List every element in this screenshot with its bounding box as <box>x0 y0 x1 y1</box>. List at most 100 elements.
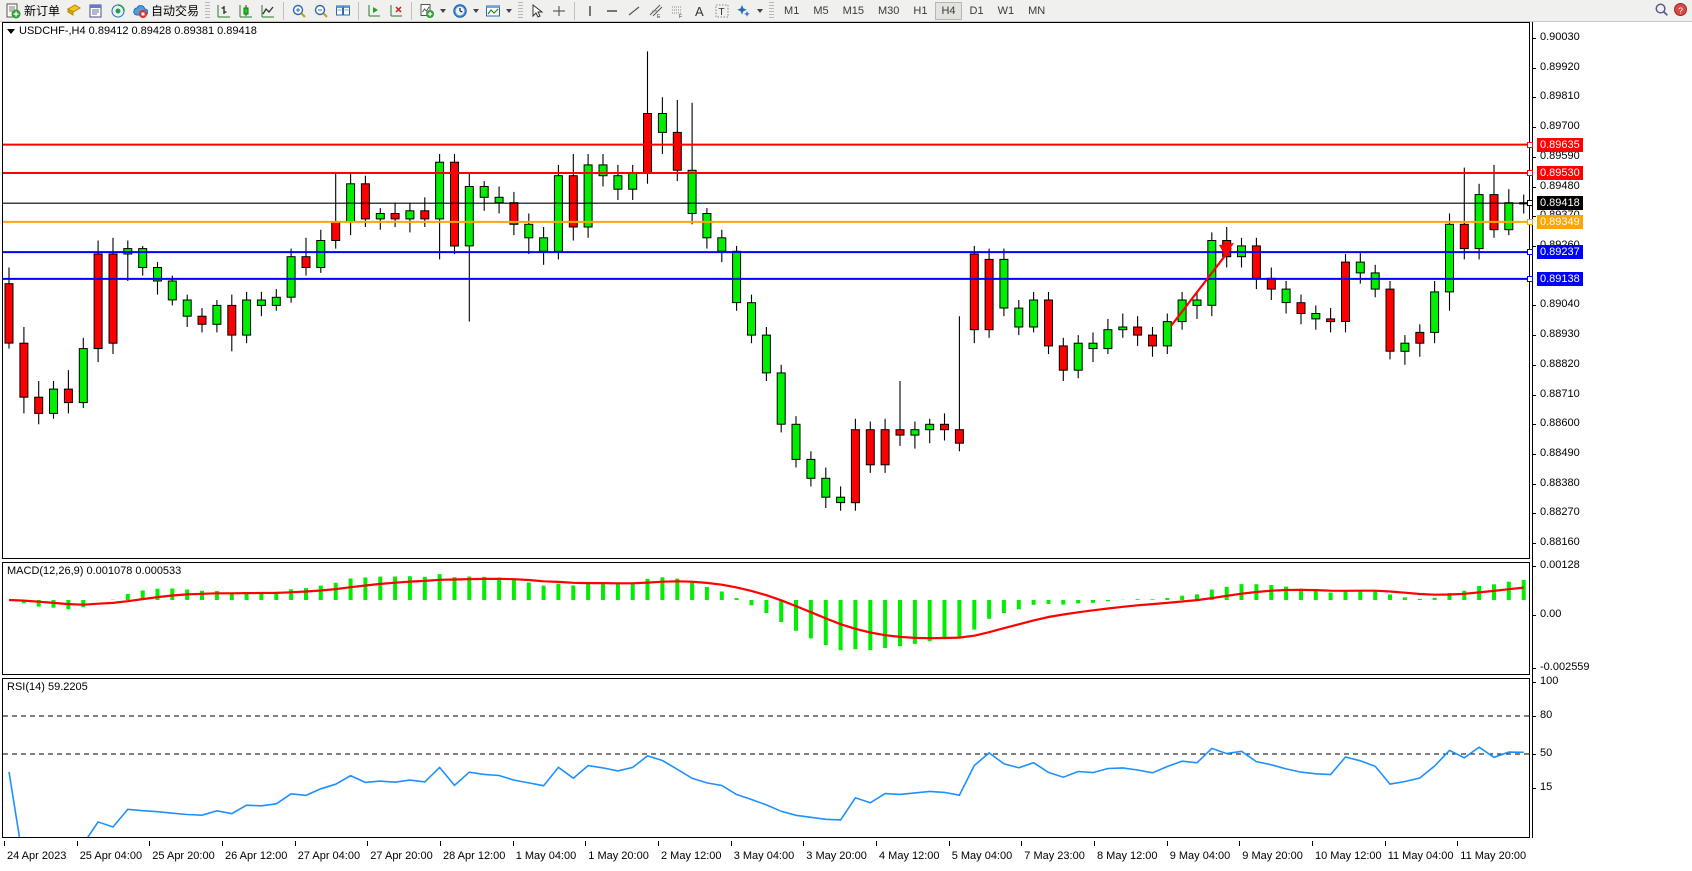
tile-windows-icon <box>336 5 351 15</box>
time-axis-tick <box>367 841 369 846</box>
time-axis-label: 28 Apr 12:00 <box>443 850 506 862</box>
time-axis-label: 24 Apr 2023 <box>7 850 67 862</box>
price-tag[interactable]: 0.89138 <box>1537 271 1583 286</box>
crosshair-tool-button[interactable] <box>548 1 570 21</box>
chevron-down-icon-3[interactable] <box>506 8 513 13</box>
macd-pane[interactable]: MACD(12,26,9) 0.001078 0.000533 <box>2 562 1530 675</box>
period-button[interactable] <box>449 1 482 21</box>
trend-arrow-annotation <box>1170 243 1234 327</box>
expert-advisors-button[interactable] <box>63 1 85 21</box>
new-order-label: 新订单 <box>24 4 61 18</box>
level-handle[interactable] <box>1527 141 1533 148</box>
timeframe-mn[interactable]: MN <box>1028 4 1046 17</box>
arrows-button[interactable] <box>733 1 766 21</box>
time-axis-label: 9 May 04:00 <box>1169 850 1231 862</box>
timeframe-m15[interactable]: M15 <box>842 4 864 17</box>
toolbar-separator-4 <box>574 1 576 20</box>
cursor-tool-button[interactable] <box>526 1 548 21</box>
main-toolbar: 新订单 <box>0 0 1692 22</box>
timeframe-m5[interactable]: M5 <box>813 4 829 17</box>
auto-scroll-button[interactable] <box>385 1 407 21</box>
chevron-down-icon[interactable] <box>440 8 447 13</box>
cursor-arrow-icon <box>532 3 544 18</box>
time-axis-label: 1 May 20:00 <box>588 850 649 862</box>
tile-windows-button[interactable] <box>332 1 354 21</box>
zoom-in-button[interactable] <box>288 1 310 21</box>
crosshair-icon <box>553 5 566 16</box>
toolbar-grip[interactable] <box>205 1 211 20</box>
help-icon[interactable]: ? <box>1673 2 1688 17</box>
toolbar-right-group: ? <box>1654 2 1688 17</box>
equidistant-channel-button[interactable]: E <box>645 1 667 21</box>
time-axis-tick <box>294 841 296 846</box>
price-tag[interactable]: 0.89349 <box>1537 214 1583 229</box>
svg-text:T: T <box>719 7 725 18</box>
time-axis-tick <box>876 841 877 846</box>
candlestick-series <box>4 51 1529 511</box>
auto-scroll-icon <box>390 4 403 16</box>
chevron-down-icon-4[interactable] <box>757 8 764 13</box>
chart-stack: USDCHF-,H4 0.89412 0.89428 0.89381 0.894… <box>0 22 1692 862</box>
vertical-line-button[interactable] <box>579 1 601 21</box>
time-axis-label: 7 May 23:00 <box>1024 850 1085 862</box>
toolbar-separator-3 <box>411 1 413 20</box>
time-axis[interactable]: 24 Apr 2023 25 Apr 04:00 25 Apr 20:00 26 Ap… <box>2 841 1530 871</box>
time-axis-label: 1 May 04:00 <box>515 850 577 862</box>
level-handle[interactable] <box>1527 170 1533 176</box>
dropdown-triangle-icon[interactable] <box>7 28 15 34</box>
toolbar-grip-3[interactable] <box>769 1 775 20</box>
level-handle[interactable] <box>1527 249 1533 256</box>
horizontal-line-button[interactable] <box>601 1 623 21</box>
level-handle[interactable] <box>1527 218 1533 225</box>
timeframe-h4[interactable]: H4 <box>935 1 962 20</box>
price-pane[interactable]: USDCHF-,H4 0.89412 0.89428 0.89381 0.894… <box>2 22 1530 559</box>
time-axis-label: 2 May 12:00 <box>661 850 722 862</box>
new-order-button[interactable]: 新订单 <box>2 1 63 21</box>
toolbar-separator <box>283 1 285 20</box>
candlestick-chart-button[interactable] <box>235 1 257 21</box>
time-axis-tick <box>222 841 223 846</box>
data-window-button[interactable] <box>85 1 107 21</box>
navigator-button[interactable] <box>107 1 129 21</box>
toolbar-separator-2 <box>358 1 360 20</box>
price-tag[interactable]: 0.89237 <box>1537 245 1583 260</box>
timeframe-d1[interactable]: D1 <box>969 4 984 17</box>
price-tag[interactable]: 0.89635 <box>1537 137 1583 152</box>
time-axis-tick <box>585 841 587 846</box>
search-icon[interactable] <box>1654 2 1669 17</box>
text-label-button[interactable]: T <box>711 1 733 21</box>
level-handle[interactable] <box>1527 275 1533 282</box>
bar-chart-button[interactable] <box>213 1 235 21</box>
time-axis-label: 3 May 04:00 <box>733 850 795 862</box>
time-axis-tick <box>948 841 950 846</box>
price-tag[interactable]: 0.89530 <box>1537 166 1583 180</box>
line-chart-button[interactable] <box>257 1 279 21</box>
time-axis-tick <box>440 841 441 846</box>
auto-trading-button[interactable]: 自动交易 <box>129 1 202 21</box>
toolbar-grip-2[interactable] <box>518 1 524 20</box>
chart-shift-button[interactable] <box>363 1 385 21</box>
horizontal-line-icon <box>607 9 618 12</box>
timeframe-w1[interactable]: W1 <box>997 4 1015 17</box>
time-axis-tick <box>1021 841 1023 846</box>
timeframe-m1[interactable]: M1 <box>784 4 800 17</box>
macd-histogram <box>21 574 1526 651</box>
timeframe-m30[interactable]: M30 <box>878 4 900 17</box>
indicators-button[interactable] <box>416 1 449 21</box>
time-axis-label: 26 Apr 12:00 <box>225 850 288 862</box>
fibonacci-button[interactable]: F <box>667 1 689 21</box>
trendline-button[interactable] <box>623 1 645 21</box>
level-handle[interactable] <box>1527 200 1533 207</box>
text-tool-button[interactable]: A <box>689 1 711 21</box>
time-axis-label: 25 Apr 04:00 <box>79 850 143 862</box>
price-axis[interactable]: 0.90030 0.89920 0.89810 0.89700 0.89590 0.894… <box>1527 22 1692 838</box>
templates-button[interactable] <box>482 1 515 21</box>
price-tag[interactable]: 0.89418 <box>1537 196 1583 211</box>
chart-shift-icon <box>368 4 381 16</box>
chevron-down-icon-2[interactable] <box>473 8 480 13</box>
axis-vertical-line <box>1532 22 1533 838</box>
svg-text:?: ? <box>1678 5 1683 15</box>
rsi-pane[interactable]: RSI(14) 59.2205 <box>2 678 1530 838</box>
zoom-out-button[interactable] <box>310 1 332 21</box>
timeframe-h1[interactable]: H1 <box>913 4 928 17</box>
